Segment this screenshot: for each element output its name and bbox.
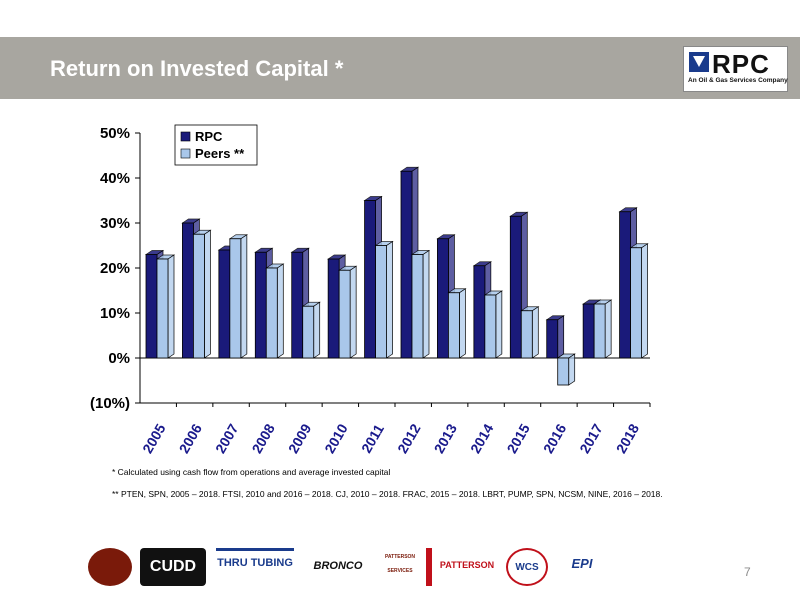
x-tick-label: 2017 — [576, 421, 606, 456]
bar-rpc — [619, 211, 631, 359]
page-title: Return on Invested Capital * — [50, 56, 344, 81]
bar-rpc — [364, 200, 376, 359]
bar-rpc — [546, 319, 559, 359]
x-tick-label: 2009 — [285, 421, 315, 456]
bar-peers-side — [495, 290, 503, 359]
bar-peers — [448, 292, 460, 359]
bar-rpc — [400, 170, 413, 359]
bar-peers — [630, 247, 642, 359]
header-band — [0, 37, 800, 99]
partner-text: PATTERSON — [439, 560, 495, 570]
x-tick-label: 2008 — [248, 421, 278, 456]
x-tick-label: 2015 — [503, 421, 533, 456]
footnote-cash-flow: * Calculated using cash flow from operat… — [112, 467, 391, 477]
y-tick-label: 30% — [100, 215, 130, 232]
bar-peers — [265, 267, 278, 359]
bar-rpc — [473, 265, 486, 359]
partner-text: EPI — [571, 556, 593, 571]
bar-peers-side — [167, 254, 175, 359]
x-tick-label: 2012 — [394, 421, 424, 456]
bar-peers — [484, 294, 497, 359]
bronco-logo: BRONCO — [302, 548, 374, 586]
bar-peers-side — [641, 243, 648, 359]
y-tick-label: 40% — [100, 170, 130, 187]
flame-emblem-icon — [88, 548, 132, 586]
partner-text: WCS — [515, 562, 539, 573]
y-tick-label: 20% — [100, 260, 130, 277]
x-tick-label: 2018 — [613, 421, 643, 456]
page-number: 7 — [744, 565, 751, 579]
bar-rpc — [437, 238, 449, 359]
bar-rpc — [218, 249, 231, 359]
thru-tubing-logo: THRU TUBING — [216, 548, 294, 589]
cudd-logo: CUDD — [140, 548, 206, 586]
legend-label: RPC — [195, 129, 223, 144]
bar-peers — [193, 233, 205, 359]
partner-text: CUDD — [149, 558, 197, 575]
bar-peers-side — [604, 299, 612, 359]
brand-tagline: An Oil & Gas Services Company — [688, 77, 788, 84]
bar-peers — [520, 310, 533, 359]
bar-rpc — [582, 303, 595, 359]
x-tick-label: 2007 — [212, 421, 242, 456]
bar-peers — [375, 245, 387, 359]
x-tick-label: 2013 — [431, 421, 461, 456]
bar-rpc — [509, 215, 522, 359]
bar-rpc-side — [557, 315, 565, 359]
bar-peers — [593, 303, 606, 359]
bar-peers-side — [386, 240, 393, 359]
footnote-peers: ** PTEN, SPN, 2005 – 2018. FTSI, 2010 an… — [112, 489, 663, 499]
wcs-logo: WCS — [506, 548, 548, 586]
bar-peers — [411, 254, 424, 359]
brand-name: RPC — [712, 49, 770, 79]
legend-box — [174, 124, 258, 166]
bar-rpc — [327, 258, 340, 359]
y-tick-label: 10% — [100, 305, 130, 322]
legend-swatch — [180, 148, 191, 159]
bar-peers — [156, 258, 169, 359]
legend-swatch — [180, 131, 191, 142]
bar-rpc — [182, 222, 194, 359]
bar-peers-side — [422, 249, 430, 359]
x-tick-label: 2006 — [176, 421, 206, 456]
bar-peers-side — [204, 229, 211, 359]
bar-rpc — [145, 254, 158, 359]
y-tick-label: 0% — [108, 350, 130, 367]
bar-peers-side — [313, 301, 321, 359]
rpc-logo: RPC An Oil & Gas Services Company — [683, 46, 788, 92]
partner-text: PATTERSON SERVICES — [384, 554, 416, 574]
y-tick-label: 50% — [100, 125, 130, 142]
roic-bar-chart: (10%)0%10%20%30%40%50%2005 2006 2007 2008 20… — [90, 124, 651, 456]
patterson-services-logo: PATTERSON SERVICES — [380, 548, 420, 586]
epi-logo: EPI — [556, 548, 608, 586]
legend-label: Peers ** — [195, 146, 245, 161]
patterson-rental-logo: PATTERSON — [426, 548, 502, 586]
bar-peers-side — [276, 263, 284, 359]
x-tick-label: 2010 — [321, 421, 351, 456]
x-tick-label: 2005 — [139, 421, 169, 456]
bar-rpc — [254, 251, 267, 359]
x-tick-label: 2011 — [358, 421, 387, 455]
y-tick-label: (10%) — [90, 395, 130, 412]
bar-peers — [338, 269, 351, 359]
bar-peers-side — [459, 288, 466, 359]
partner-text: BRONCO — [313, 560, 363, 572]
bar-rpc — [291, 251, 304, 359]
bar-peers-side — [240, 234, 248, 359]
x-tick-label: 2016 — [540, 421, 570, 456]
bar-peers-side — [568, 353, 576, 386]
bar-peers — [557, 357, 570, 386]
x-tick-label: 2014 — [467, 421, 497, 456]
bar-peers — [229, 238, 242, 359]
bar-peers-side — [349, 265, 357, 359]
partner-text: THRU TUBING — [217, 557, 293, 569]
bar-peers-side — [531, 306, 539, 359]
rpc-logo-icon — [689, 52, 709, 72]
bar-peers — [302, 305, 315, 359]
